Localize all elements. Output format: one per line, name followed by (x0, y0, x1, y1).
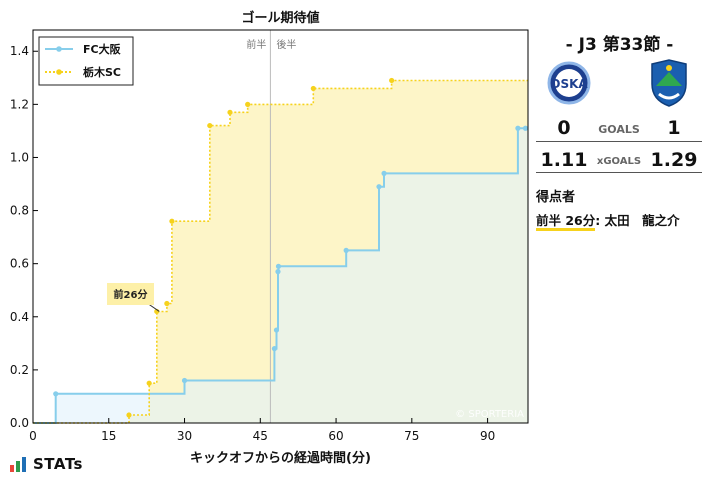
goals-row: 0 GOALS 1 (536, 117, 702, 139)
y-tick-label: 1.4 (10, 44, 29, 58)
series-marker-0 (275, 263, 282, 269)
y-tick-label: 0.0 (10, 416, 29, 430)
series-marker-0 (275, 269, 281, 275)
scorer-name: 太田 龍之介 (604, 213, 680, 228)
chart-title: ゴール期待値 (241, 10, 319, 26)
x-tick-label: 0 (29, 429, 37, 443)
series-marker-1 (164, 300, 170, 307)
away-xg: 1.29 (650, 149, 698, 171)
x-tick-label: 90 (480, 429, 495, 443)
plot-frame (32, 29, 529, 424)
y-tick-label: 0.6 (10, 257, 29, 271)
svg-text:OSKA: OSKA (550, 77, 588, 91)
series-marker-1 (389, 77, 395, 84)
divider-1 (536, 141, 702, 142)
series-marker-0 (376, 184, 382, 190)
series-fill (33, 128, 528, 423)
watermark: © SPORTERIA (455, 409, 524, 420)
logo-bar-blue (22, 457, 26, 472)
x-tick-label: 60 (328, 429, 343, 443)
series-marker-0 (271, 346, 278, 352)
legend-label-1: 栃木SC (83, 65, 121, 79)
xgoals-row: 1.11 xGOALS 1.29 (536, 147, 702, 171)
y-tick-label: 0.2 (10, 363, 29, 377)
legend-marker-0 (56, 46, 62, 52)
series-marker-0 (273, 327, 280, 333)
series-marker-1 (227, 109, 233, 115)
legend-marker-1 (56, 69, 62, 75)
home-goals: 0 (557, 117, 571, 139)
legend-label-0: FC大阪 (83, 42, 122, 56)
y-tick-label: 1.2 (10, 97, 29, 111)
scorer-time: 前半 26分 (536, 213, 596, 231)
annotation-label: 前26分 (114, 288, 148, 301)
series-marker-0 (181, 377, 188, 384)
match-panel: - J3 第33節 - OSKA 0 GOALS 1 1.11 xGOALS 1… (532, 0, 707, 479)
annotation-box (107, 283, 154, 305)
away-goals: 1 (667, 117, 681, 139)
away-team-crest (651, 59, 687, 107)
y-tick-label: 0.4 (10, 310, 29, 324)
x-tick-label: 30 (177, 429, 192, 443)
series-marker-0 (381, 170, 387, 176)
home-xg: 1.11 (540, 149, 588, 171)
match-title: - J3 第33節 - (565, 35, 674, 55)
goals-label: GOALS (598, 123, 640, 136)
series-marker-1 (169, 218, 175, 224)
x-axis-label: キックオフからの経過時間(分) (190, 450, 371, 466)
series-marker-1 (146, 380, 152, 386)
logo-text: STATs (33, 455, 83, 473)
series-marker-0 (522, 125, 529, 131)
series-marker-0 (53, 391, 59, 397)
stats-logo: STATs (10, 457, 83, 472)
scorer-colon: : (595, 213, 605, 228)
series-marker-1 (310, 85, 316, 92)
legend-box (38, 36, 134, 86)
series-marker-1 (245, 101, 251, 107)
second-half-label: 後半 (276, 38, 296, 51)
series-marker-1 (126, 412, 132, 418)
logo-bar-red (10, 465, 14, 472)
x-tick-label: 45 (253, 429, 268, 443)
y-tick-label: 0.8 (10, 204, 29, 218)
divider-2 (536, 172, 702, 173)
home-team-crest: OSKA (547, 61, 591, 105)
series-marker-1 (207, 122, 213, 129)
x-tick-label: 15 (101, 429, 116, 443)
xgoals-label: xGOALS (596, 156, 642, 167)
x-tick-label: 75 (404, 429, 419, 443)
first-half-label: 前半 (246, 38, 266, 51)
y-tick-label: 1.0 (10, 150, 29, 164)
series-marker-0 (343, 247, 349, 253)
series-marker-0 (515, 125, 521, 131)
logo-bar-green (16, 461, 20, 472)
scorer-entry: 前半 26分: 太田 龍之介 (536, 210, 680, 231)
scorers-title: 得点者 (536, 190, 576, 205)
